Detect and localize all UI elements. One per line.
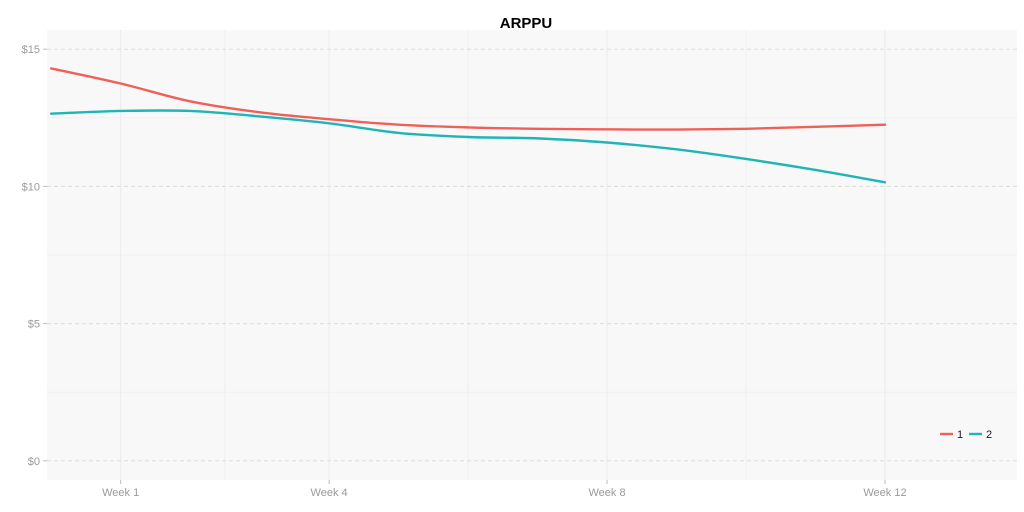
series-line-1 (49, 67, 887, 131)
x-tick-label: Week 8 (588, 487, 625, 499)
y-tick-label: $10 (22, 181, 40, 193)
x-tick-label: Week 4 (311, 487, 348, 499)
x-tick-label: Week 12 (863, 487, 906, 499)
y-tick-label: $5 (28, 319, 40, 331)
legend-label-2: 2 (986, 429, 992, 441)
y-tick-label: $15 (22, 44, 40, 56)
series-layer (49, 67, 887, 184)
grid-layer (47, 30, 1017, 480)
axis-layer: $0 $5 $10 $15 Week 1 Week 4 Week 8 Week 12 (22, 44, 907, 499)
chart-title: ARPPU (500, 15, 553, 32)
series-line-2 (49, 109, 887, 184)
x-tick-label: Week 1 (102, 487, 139, 499)
legend-label-1: 1 (957, 429, 963, 441)
y-tick-label: $0 (28, 456, 40, 468)
